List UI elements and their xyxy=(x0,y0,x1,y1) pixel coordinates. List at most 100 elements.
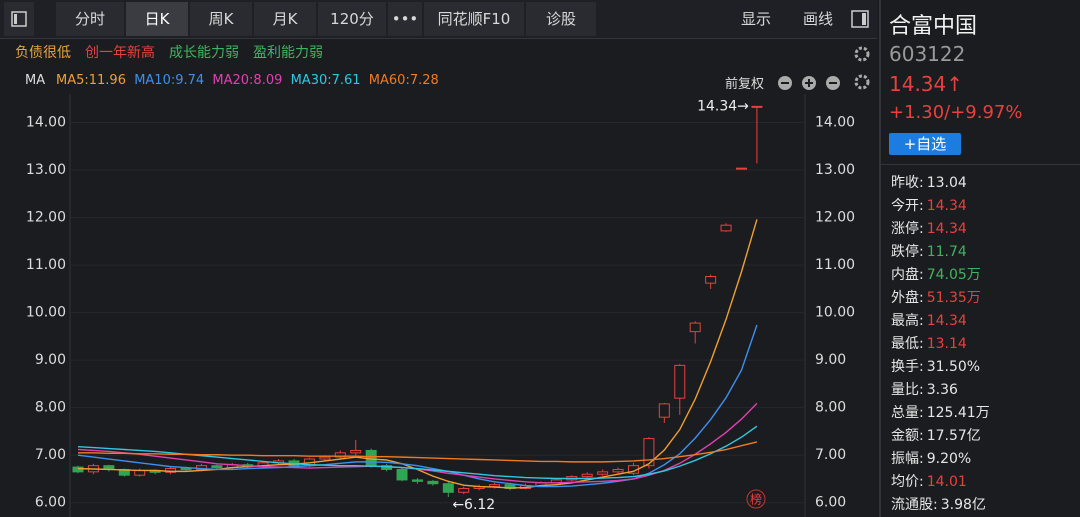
side-icon[interactable] xyxy=(845,2,875,36)
y-tick-label: 14.00 xyxy=(815,115,855,131)
ma-line xyxy=(77,425,758,480)
stat-value: 11.74 xyxy=(926,244,967,260)
stat-label: 今开: xyxy=(891,198,924,214)
stat-row: 跌停: 11.74 xyxy=(891,241,967,261)
stat-value: 125.41万 xyxy=(926,405,990,421)
candle-body xyxy=(334,452,346,458)
tag[interactable]: 成长能力弱 xyxy=(169,45,239,61)
tab[interactable]: 同花顺F10 xyxy=(424,2,524,36)
display-menu[interactable]: 显示 xyxy=(740,10,771,28)
y-tick-label: 12.00 xyxy=(26,210,66,226)
stock-name: 合富中国 xyxy=(889,14,978,39)
candle-body xyxy=(442,483,454,493)
candle-body xyxy=(705,276,717,284)
stat-value: 51.35万 xyxy=(926,290,981,306)
stat-label: 涨停: xyxy=(891,221,924,237)
y-tick-label: 7.00 xyxy=(815,447,846,463)
change: +1.30/+9.97% xyxy=(889,102,1023,123)
tag[interactable]: 盈利能力弱 xyxy=(253,45,323,61)
stat-value: 14.34 xyxy=(926,198,967,214)
candle-body xyxy=(427,480,439,485)
y-tick-label: 6.00 xyxy=(815,495,846,511)
candle-body xyxy=(411,479,423,482)
y-tick-label: 10.00 xyxy=(26,305,66,321)
ma-line xyxy=(77,324,758,488)
stat-value: 13.14 xyxy=(926,336,967,352)
tab[interactable]: 分时 xyxy=(56,2,124,36)
ma-title: MA xyxy=(25,73,46,88)
stat-row: 涨停: 14.34 xyxy=(891,218,967,238)
stat-value: 74.05万 xyxy=(926,267,981,283)
stat-label: 均价: xyxy=(891,474,924,490)
ma-legend-item: MA60:7.28 xyxy=(368,73,439,88)
stat-value: 14.34 xyxy=(926,313,967,329)
stat-value: 9.20% xyxy=(926,451,972,467)
candle-body xyxy=(612,468,624,473)
tag[interactable]: 负债很低 xyxy=(15,45,71,61)
y-tick-label: 11.00 xyxy=(815,257,855,273)
stat-value: 14.34 xyxy=(926,221,967,237)
tab[interactable]: ••• xyxy=(388,2,422,36)
stat-label: 换手: xyxy=(891,359,924,375)
draw-tool[interactable]: 画线 xyxy=(802,10,833,28)
candle-body xyxy=(396,468,408,481)
y-tick-label: 10.00 xyxy=(815,305,855,321)
tag[interactable]: 创一年新高 xyxy=(85,45,155,61)
ma-legend: MA MA5:11.96 MA10:9.74 MA20:8.09 MA30:7.61 MA… xyxy=(0,68,877,94)
stat-label: 金额: xyxy=(891,428,924,444)
tab[interactable]: 月K xyxy=(254,2,316,36)
zoom-controls[interactable] xyxy=(776,74,846,92)
y-tick-label: 7.00 xyxy=(35,447,66,463)
candle-body xyxy=(211,465,223,469)
panel-icon[interactable] xyxy=(4,2,34,36)
stat-row: 内盘: 74.05万 xyxy=(891,264,981,284)
candle-body xyxy=(72,466,84,473)
tab[interactable]: 诊股 xyxy=(526,2,596,36)
stat-label: 总量: xyxy=(891,405,924,421)
candle-body xyxy=(720,224,732,232)
stat-row: 最高: 14.34 xyxy=(891,310,967,330)
y-tick-label: 14.00 xyxy=(26,115,66,131)
candle-body xyxy=(735,167,747,170)
candle-body xyxy=(458,487,470,493)
stat-row: 总量: 125.41万 xyxy=(891,402,990,422)
stat-label: 外盘: xyxy=(891,290,924,306)
y-tick-label: 11.00 xyxy=(26,257,66,273)
stat-row: 振幅: 9.20% xyxy=(891,448,971,468)
tab[interactable]: 周K xyxy=(190,2,252,36)
stat-label: 量比: xyxy=(891,382,924,398)
tab[interactable]: 120分 xyxy=(318,2,386,36)
tab[interactable]: 日K xyxy=(126,2,188,36)
watch-button[interactable]: +自选 xyxy=(889,133,961,155)
candle-body xyxy=(597,471,609,475)
tag-row: 负债很低 创一年新高 成长能力弱 盈利能力弱 xyxy=(15,42,323,62)
toolbar: 分时 日K 周K 月K 120分 ••• 同花顺F10 诊股 显示 画线 xyxy=(0,0,877,39)
divider xyxy=(881,164,1080,165)
stat-row: 昨收: 13.04 xyxy=(891,172,967,192)
stat-label: 内盘: xyxy=(891,267,924,283)
candle-body xyxy=(350,449,362,454)
stat-row: 流通股: 3.98亿 xyxy=(891,494,986,514)
badge-circle xyxy=(746,489,766,509)
stat-row: 今开: 14.34 xyxy=(891,195,967,215)
ma-line xyxy=(78,441,758,463)
ma-legend-item: MA10:9.74 xyxy=(134,73,205,88)
stat-label: 最高: xyxy=(891,313,924,329)
candle-body xyxy=(689,322,701,333)
candle-body xyxy=(134,469,146,476)
stat-value: 17.57亿 xyxy=(926,428,981,444)
stat-row: 外盘: 51.35万 xyxy=(891,287,981,307)
y-tick-label: 12.00 xyxy=(815,210,855,226)
stat-label: 跌停: xyxy=(891,244,924,260)
ma-line xyxy=(77,219,758,489)
ma-legend-item: MA5:11.96 xyxy=(56,73,126,88)
y-tick-label: 6.00 xyxy=(35,495,66,511)
min-annotation: ←6.12 xyxy=(452,497,495,513)
y-tick-label: 13.00 xyxy=(815,162,855,178)
stat-value: 13.04 xyxy=(926,175,967,191)
badge[interactable]: 榜 xyxy=(750,492,762,507)
chart-controls[interactable] xyxy=(852,44,872,120)
adjust-toggle[interactable]: 前复权 xyxy=(725,77,765,92)
stat-value: 14.01 xyxy=(926,474,967,490)
